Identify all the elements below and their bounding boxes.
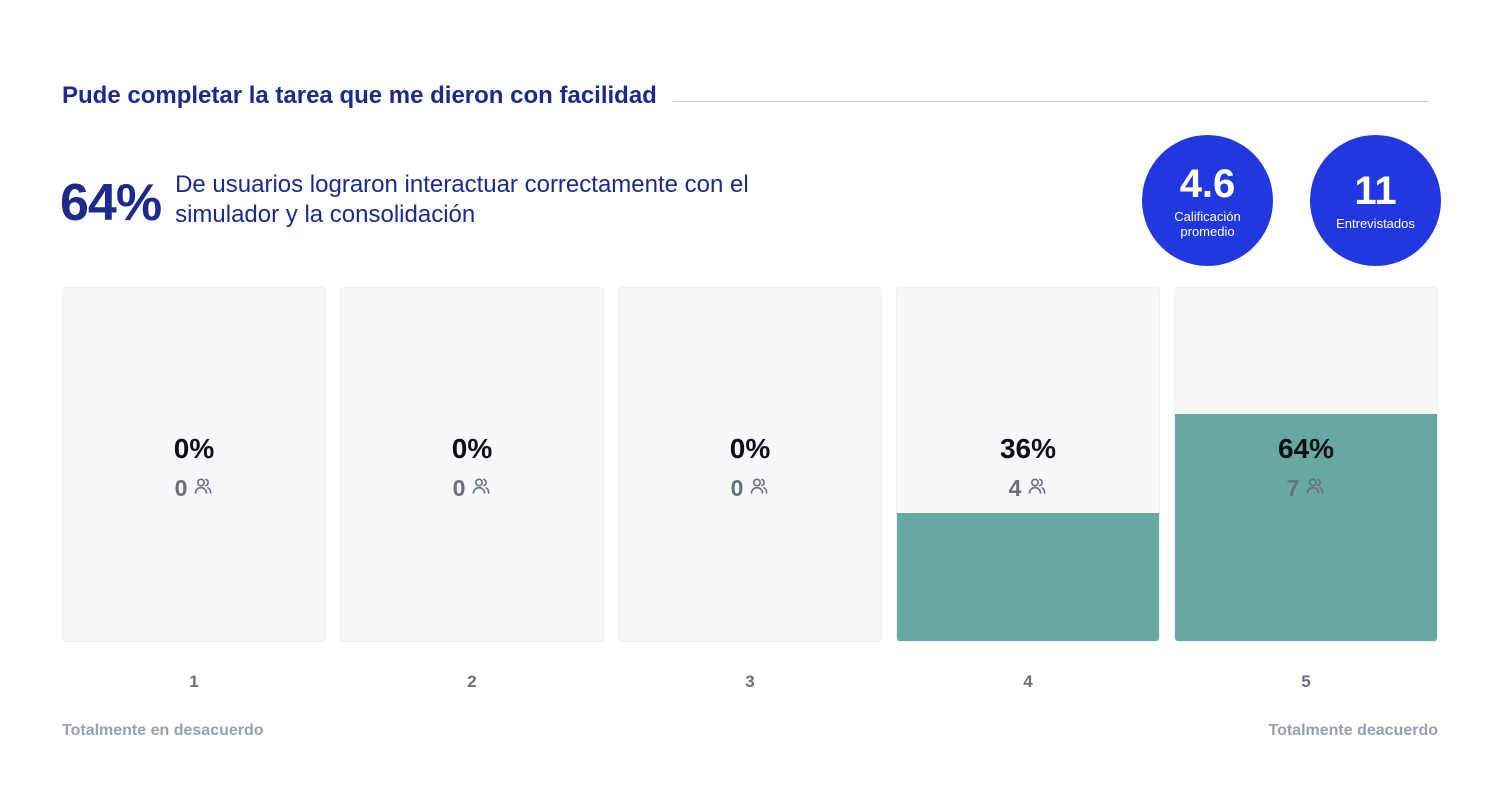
interviewees-value: 11 xyxy=(1354,169,1397,213)
bar-count-label-1: 0 xyxy=(63,475,325,502)
question-title: Pude completar la tarea que me dieron co… xyxy=(62,82,657,109)
bar-percent-label-4: 36% xyxy=(999,433,1057,464)
bar-count-value-2: 0 xyxy=(452,475,466,501)
title-divider xyxy=(672,100,1428,102)
interviewees-label: Entrevistados xyxy=(1336,216,1415,231)
bar-fill-5 xyxy=(1175,413,1437,641)
x-tick-label-1: 1 xyxy=(189,672,199,691)
bar-percent-label-1: 0% xyxy=(173,433,215,464)
bar-count-label-2: 0 xyxy=(341,475,603,502)
bar-3: 0% 0 xyxy=(618,287,882,642)
bar-fill-4 xyxy=(897,513,1159,641)
people-icon xyxy=(471,475,491,502)
bar-percent-label-5: 64% xyxy=(1277,433,1335,464)
scale-label-left: Totalmente en desacuerdo xyxy=(62,722,264,739)
bar-5: 64% 7 xyxy=(1174,287,1438,642)
x-tick-label-5: 5 xyxy=(1301,672,1311,691)
headline-percent: 64% xyxy=(60,174,162,232)
people-icon xyxy=(1305,475,1325,502)
headline-description: De usuarios lograron interactuar correct… xyxy=(175,171,749,228)
bar-count-label-5: 7 xyxy=(1175,475,1437,502)
bar-count-value-5: 7 xyxy=(1286,475,1300,501)
bar-count-label-4: 4 xyxy=(897,475,1159,502)
average-rating-badge: 4.6 Calificación promedio xyxy=(1142,135,1273,266)
people-icon xyxy=(1027,475,1047,502)
average-rating-label: Calificación promedio xyxy=(1174,208,1241,239)
bar-count-value-4: 4 xyxy=(1008,475,1022,501)
title-row: Pude completar la tarea que me dieron co… xyxy=(62,80,1428,112)
bar-1: 0% 0 xyxy=(62,287,326,642)
bar-count-label-3: 0 xyxy=(619,475,881,502)
x-tick-label-2: 2 xyxy=(467,672,477,691)
people-icon xyxy=(193,475,213,502)
bar-4: 36% 4 xyxy=(896,287,1160,642)
headline: 64% De usuarios lograron interactuar cor… xyxy=(60,168,835,238)
bar-percent-label-2: 0% xyxy=(451,433,493,464)
bar-percent-label-3: 0% xyxy=(729,433,771,464)
scale-label-right: Totalmente deacuerdo xyxy=(1268,722,1438,739)
x-tick-label-3: 3 xyxy=(745,672,755,691)
bar-2: 0% 0 xyxy=(340,287,604,642)
interviewees-badge: 11 Entrevistados xyxy=(1310,135,1441,266)
bar-count-value-3: 0 xyxy=(730,475,744,501)
average-rating-value: 4.6 xyxy=(1179,161,1236,206)
x-tick-label-4: 4 xyxy=(1023,672,1033,691)
people-icon xyxy=(749,475,769,502)
bar-count-value-1: 0 xyxy=(174,475,188,501)
